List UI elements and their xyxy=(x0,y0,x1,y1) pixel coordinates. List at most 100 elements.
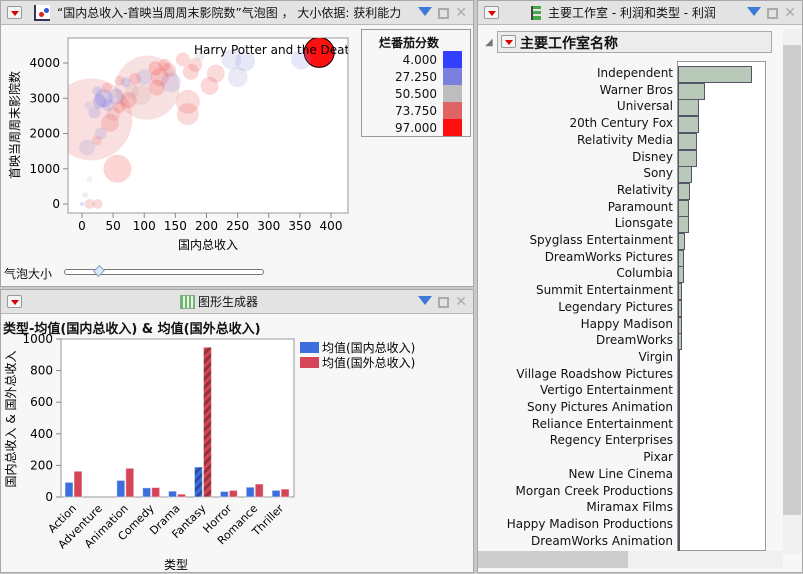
profit-bar xyxy=(678,349,680,367)
bubble xyxy=(161,72,182,93)
bubble xyxy=(188,57,203,72)
scrollbar-thumb[interactable] xyxy=(478,551,628,568)
y-tick-label: 1000 xyxy=(22,334,53,346)
bubble xyxy=(227,67,248,88)
x-tick-label: 0 xyxy=(78,219,86,233)
bubble xyxy=(235,51,256,72)
disclosure-icon[interactable]: ◢ xyxy=(485,37,493,48)
bubble xyxy=(115,55,180,120)
bubble xyxy=(162,63,177,78)
studio-label: Virgin xyxy=(638,349,673,364)
bubble xyxy=(200,76,219,95)
graph-builder-panel: 图形生成器 ✕ 类型-均值(国内总收入) & 均值(国外总收入) Action A… xyxy=(0,289,474,573)
red-triangle-menu-button[interactable] xyxy=(484,6,499,19)
x-tick-label: 150 xyxy=(164,219,187,233)
bubble xyxy=(101,113,120,132)
maximize-icon[interactable] xyxy=(767,7,779,19)
x-tick-label: 350 xyxy=(288,219,311,233)
x-tick-label: 300 xyxy=(257,219,280,233)
bar-action-1 xyxy=(73,470,83,498)
y-tick-label: 1000 xyxy=(29,162,60,176)
y-tick-label: 0 xyxy=(52,197,60,211)
profit-bar xyxy=(678,533,680,551)
profit-bar xyxy=(678,416,680,434)
legend-item: 27.250 xyxy=(362,68,470,85)
y-tick-label: 800 xyxy=(30,364,53,378)
local-data-filter-icon[interactable] xyxy=(747,6,762,16)
profit-bar xyxy=(678,199,690,217)
legend-label: 73.750 xyxy=(395,103,437,118)
bar-comedy-1 xyxy=(151,487,161,498)
scrollbar-thumb[interactable] xyxy=(783,45,801,515)
bubble xyxy=(303,38,335,68)
vertical-scrollbar[interactable] xyxy=(783,29,801,554)
bubble xyxy=(101,82,112,93)
bar-comedy-0 xyxy=(142,487,152,498)
studio-label: Miramax Films xyxy=(586,500,673,515)
bubble xyxy=(114,75,125,86)
bubble xyxy=(84,101,93,110)
y-axis-label: 国内总收入 & 国外总收入 xyxy=(4,351,18,488)
bubble xyxy=(80,202,84,206)
studio-panel-titlebar: 主要工作室 - 利润和类型 - 利润 ✕ xyxy=(478,1,802,25)
bubble xyxy=(176,103,199,126)
red-triangle-menu-button[interactable] xyxy=(501,35,516,48)
bubble-panel-titlebar: “国内总收入-首映当周周末影院数”气泡图 ， 大小依据: 获利能力 ✕ xyxy=(1,1,473,25)
studio-label: Reliance Entertainment xyxy=(531,416,673,431)
legend-label: 50.500 xyxy=(395,86,437,101)
local-data-filter-icon[interactable] xyxy=(418,295,433,305)
studio-label: Happy Madison xyxy=(580,316,673,331)
profit-bar xyxy=(678,400,680,417)
y-tick-label: 2000 xyxy=(29,127,60,141)
profit-bar xyxy=(678,383,680,401)
studio-label: Village Roadshow Pictures xyxy=(516,366,673,381)
bubble xyxy=(195,50,206,61)
legend-swatch xyxy=(300,342,319,353)
bubble xyxy=(158,58,171,71)
red-triangle-menu-button[interactable] xyxy=(7,6,22,19)
bubble xyxy=(206,64,225,83)
legend-title: 烂番茄分数 xyxy=(378,36,439,50)
profit-bar xyxy=(678,450,680,468)
bubble xyxy=(94,89,113,108)
legend-label: 均值(国内总收入) xyxy=(322,340,415,355)
bubble xyxy=(120,92,137,109)
profit-bar xyxy=(678,233,685,250)
profit-bar xyxy=(678,299,683,317)
studio-label: Independent xyxy=(596,66,673,80)
bubble xyxy=(88,106,101,119)
red-triangle-menu-button[interactable] xyxy=(7,295,22,308)
x-axis-label: 国内总收入 xyxy=(178,238,238,252)
bubble xyxy=(148,61,163,76)
bar-romance-0 xyxy=(245,486,255,498)
bar-drama-0 xyxy=(168,490,178,498)
x-tick-label: 250 xyxy=(226,219,249,233)
bubble xyxy=(120,77,131,88)
bubble xyxy=(221,49,242,70)
profit-bar xyxy=(678,132,697,150)
horizontal-scrollbar[interactable] xyxy=(478,551,783,568)
bubble xyxy=(68,78,133,161)
studio-label: Regency Enterprises xyxy=(549,433,673,448)
maximize-icon[interactable] xyxy=(438,7,450,19)
profit-bar xyxy=(678,483,680,501)
studio-label: Paramount xyxy=(607,199,673,214)
maximize-icon[interactable] xyxy=(438,296,450,308)
profit-bar xyxy=(678,433,680,451)
bubble xyxy=(175,52,190,67)
outline-header[interactable]: 主要工作室名称 xyxy=(497,31,772,53)
bubble xyxy=(92,199,103,209)
studio-label: DreamWorks xyxy=(596,333,673,348)
legend-swatch xyxy=(443,51,462,68)
bar-animation-1 xyxy=(125,467,135,498)
profit-bar xyxy=(678,66,752,83)
close-icon[interactable]: ✕ xyxy=(784,5,796,21)
close-icon[interactable]: ✕ xyxy=(455,5,467,21)
x-tick-label: 50 xyxy=(105,219,120,233)
bubble xyxy=(131,84,152,105)
profit-bar xyxy=(678,249,684,267)
close-icon[interactable]: ✕ xyxy=(455,294,467,310)
y-tick-label: 0 xyxy=(45,490,53,504)
bubble-size-slider[interactable] xyxy=(64,265,264,277)
local-data-filter-icon[interactable] xyxy=(418,6,433,16)
